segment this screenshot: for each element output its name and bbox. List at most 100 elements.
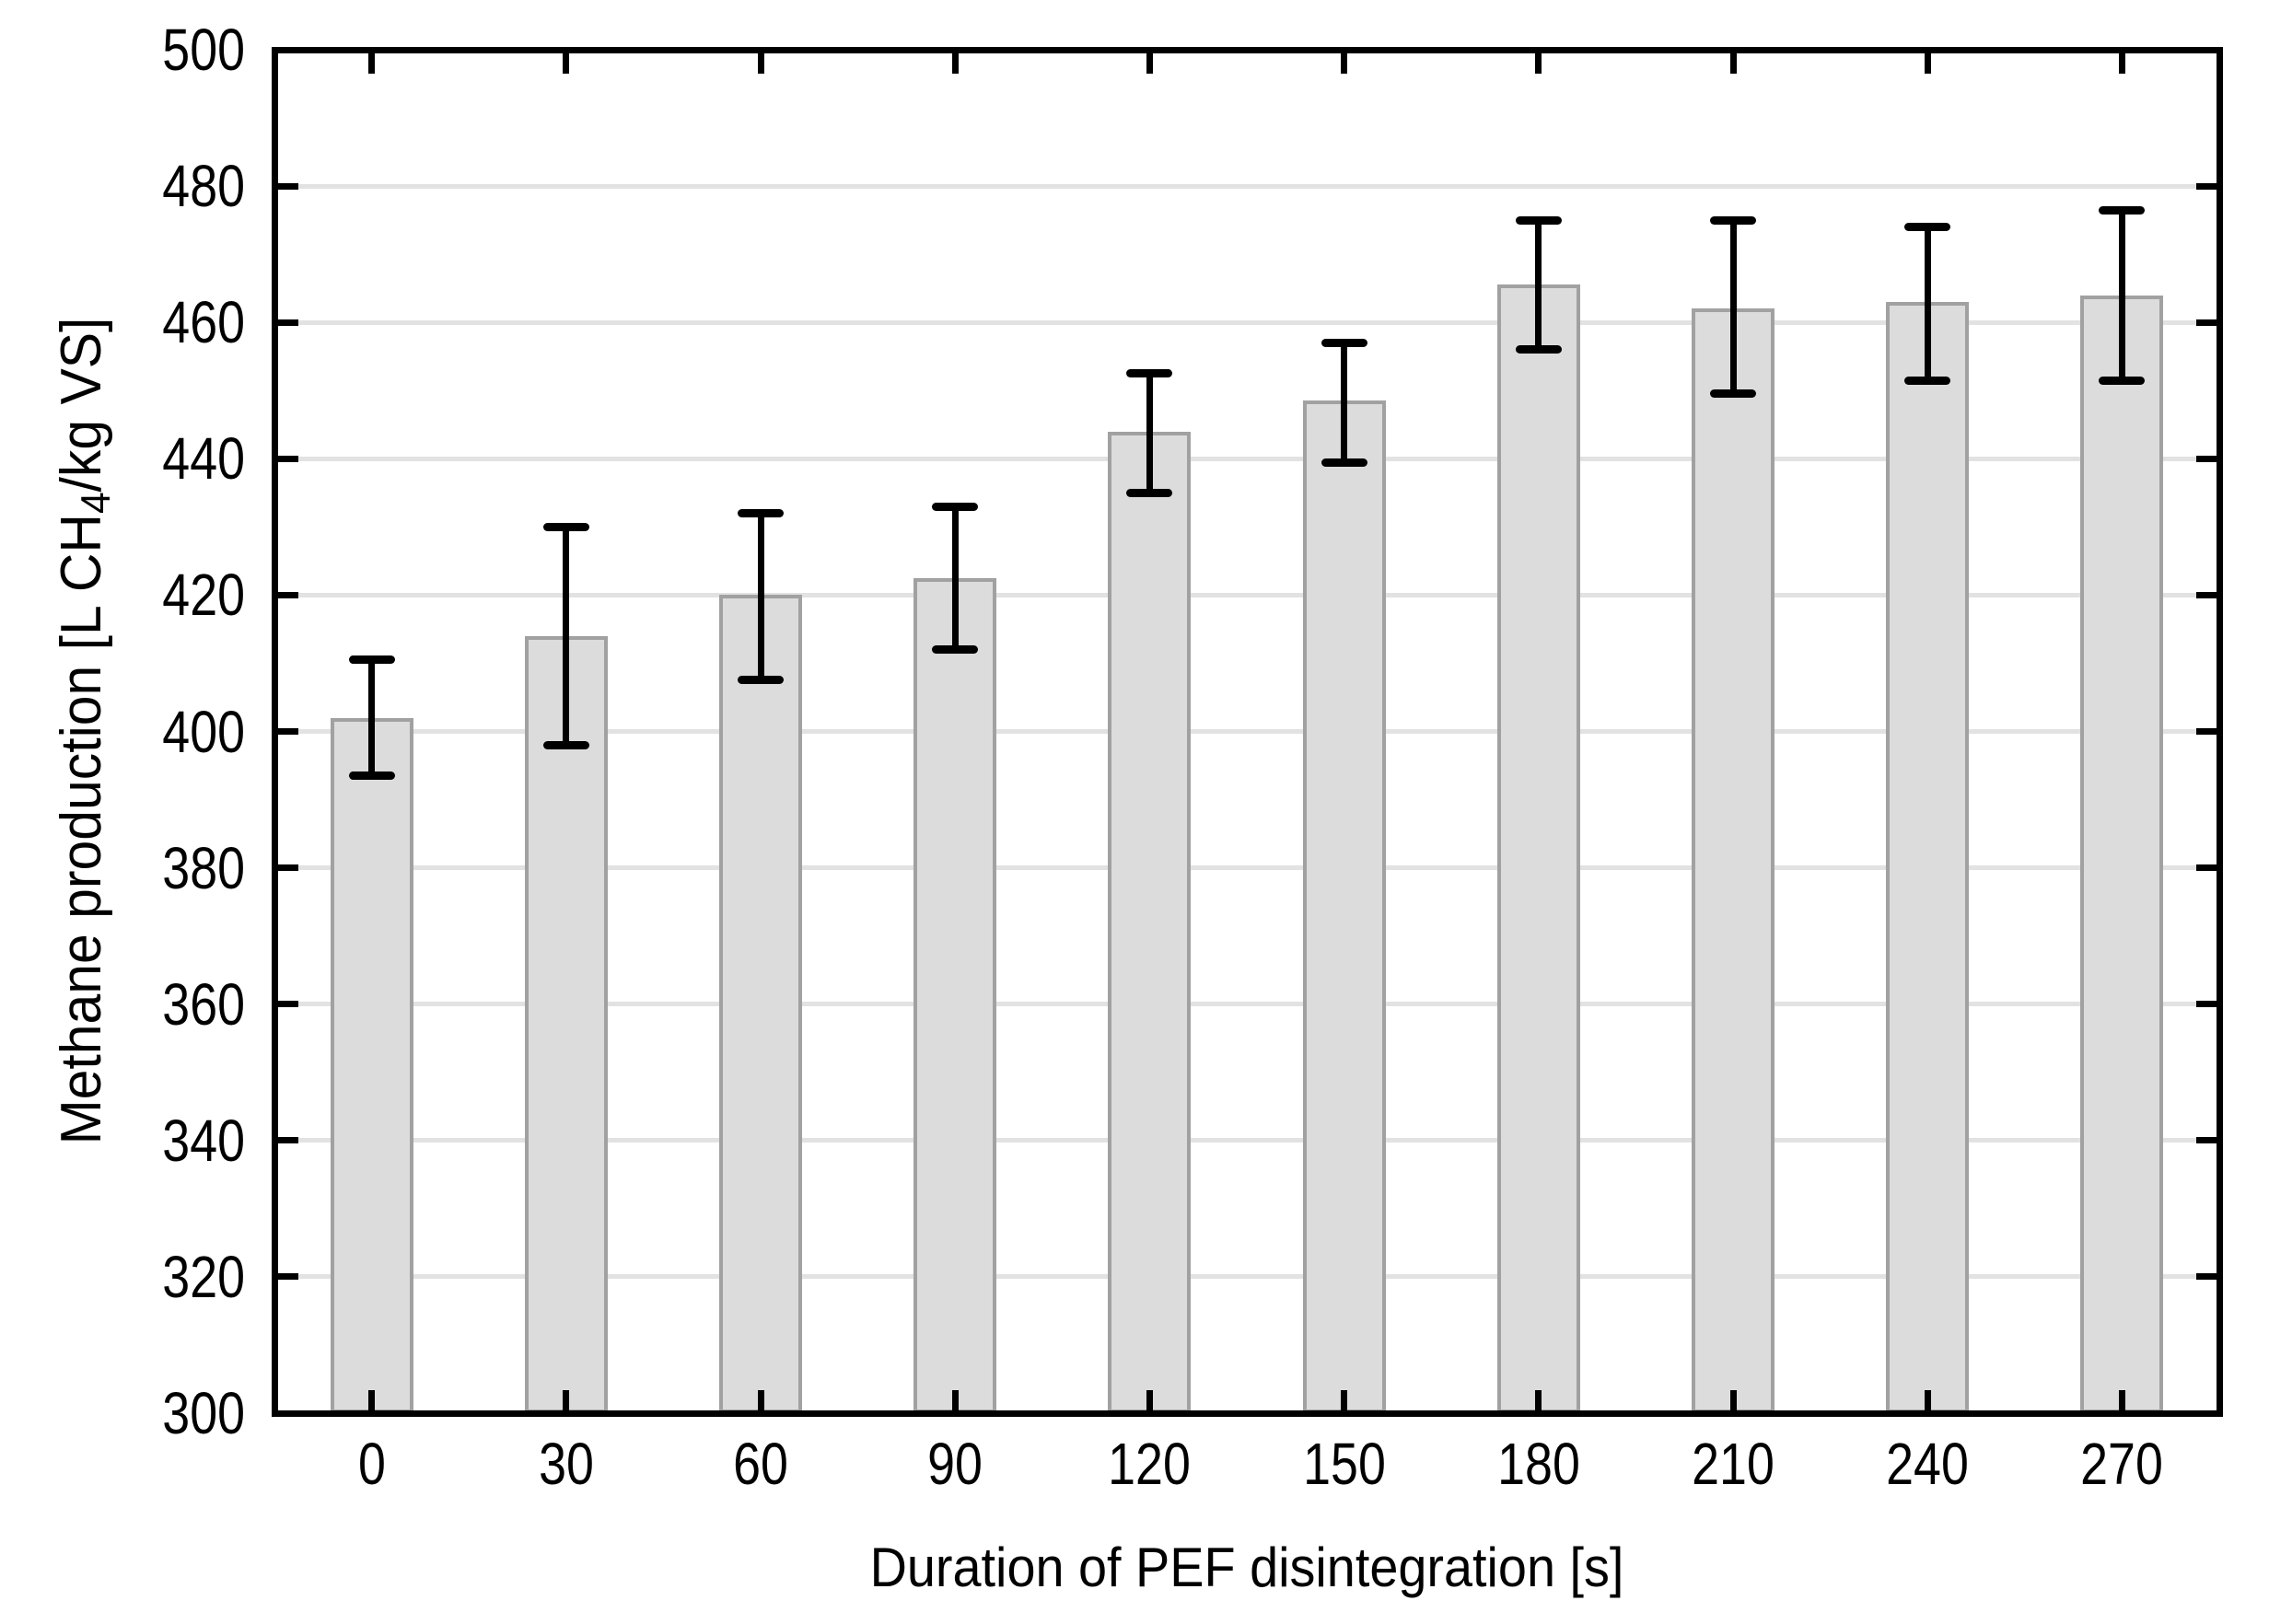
x-tick-bottom-0 bbox=[368, 1389, 376, 1410]
y-tick-label-440: 440 bbox=[162, 425, 245, 493]
y-tick-left-340 bbox=[277, 1137, 298, 1144]
x-tick-top-240 bbox=[1924, 52, 1931, 74]
error-bar-lower-cap-30 bbox=[542, 740, 589, 749]
error-bar-lower-cap-60 bbox=[738, 676, 784, 685]
bar-240 bbox=[1886, 301, 1970, 1413]
y-tick-right-380 bbox=[2195, 864, 2217, 872]
error-bar-lower-cap-210 bbox=[1710, 389, 1756, 399]
y-gridline-340 bbox=[277, 1138, 2217, 1143]
y-gridline-440 bbox=[277, 456, 2217, 461]
x-tick-label-270: 270 bbox=[2080, 1431, 2164, 1497]
x-tick-label-120: 120 bbox=[1108, 1431, 1192, 1497]
error-bar-lower-cap-180 bbox=[1515, 345, 1562, 354]
y-gridline-320 bbox=[277, 1274, 2217, 1280]
y-tick-label-480: 480 bbox=[162, 153, 245, 220]
y-tick-right-300 bbox=[2195, 1409, 2217, 1417]
y-tick-left-460 bbox=[277, 319, 298, 326]
x-tick-label-90: 90 bbox=[927, 1431, 983, 1497]
y-tick-right-500 bbox=[2195, 46, 2217, 53]
error-bar-line-150 bbox=[1341, 342, 1348, 462]
error-bar-lower-cap-150 bbox=[1321, 458, 1367, 467]
x-tick-bottom-90 bbox=[951, 1389, 959, 1410]
x-tick-top-120 bbox=[1146, 52, 1153, 74]
x-tick-label-180: 180 bbox=[1496, 1431, 1580, 1497]
x-tick-label-210: 210 bbox=[1692, 1431, 1774, 1497]
y-tick-right-320 bbox=[2195, 1273, 2217, 1281]
error-bar-upper-cap-120 bbox=[1126, 369, 1173, 378]
y-tick-left-500 bbox=[277, 46, 298, 53]
y-tick-left-480 bbox=[277, 182, 298, 190]
error-bar-upper-cap-180 bbox=[1515, 215, 1562, 225]
y-tick-left-440 bbox=[277, 455, 298, 462]
x-tick-top-210 bbox=[1729, 52, 1737, 74]
y-tick-label-460: 460 bbox=[162, 289, 245, 356]
error-bar-lower-cap-0 bbox=[348, 771, 395, 781]
bar-150 bbox=[1302, 400, 1386, 1413]
y-tick-label-340: 340 bbox=[162, 1107, 245, 1174]
y-tick-left-420 bbox=[277, 591, 298, 598]
x-tick-bottom-60 bbox=[757, 1389, 764, 1410]
y-gridline-380 bbox=[277, 865, 2217, 871]
x-tick-label-240: 240 bbox=[1886, 1431, 1970, 1497]
y-axis-title-subscript: 4 bbox=[73, 492, 119, 515]
plot-border bbox=[271, 46, 2223, 1417]
x-tick-bottom-270 bbox=[2118, 1389, 2125, 1410]
y-tick-right-460 bbox=[2195, 319, 2217, 326]
x-tick-bottom-210 bbox=[1729, 1389, 1737, 1410]
error-bar-line-210 bbox=[1729, 220, 1737, 394]
error-bar-line-120 bbox=[1146, 373, 1153, 493]
error-bar-lower-cap-120 bbox=[1126, 488, 1173, 497]
y-gridline-420 bbox=[277, 592, 2217, 597]
x-tick-top-60 bbox=[757, 52, 764, 74]
y-tick-label-500: 500 bbox=[162, 17, 245, 83]
x-tick-bottom-150 bbox=[1341, 1389, 1348, 1410]
x-tick-label-60: 60 bbox=[733, 1431, 788, 1497]
y-tick-left-300 bbox=[277, 1409, 298, 1417]
x-tick-label-150: 150 bbox=[1302, 1431, 1386, 1497]
y-tick-left-320 bbox=[277, 1273, 298, 1281]
x-tick-bottom-240 bbox=[1924, 1389, 1931, 1410]
bar-0 bbox=[330, 717, 413, 1413]
error-bar-upper-cap-0 bbox=[348, 655, 395, 665]
x-tick-label-0: 0 bbox=[357, 1431, 386, 1497]
y-tick-right-400 bbox=[2195, 728, 2217, 735]
x-tick-top-30 bbox=[563, 52, 570, 74]
error-bar-line-30 bbox=[563, 527, 570, 746]
error-bar-lower-cap-270 bbox=[2099, 376, 2146, 385]
x-tick-top-90 bbox=[951, 52, 959, 74]
bar-60 bbox=[719, 595, 802, 1413]
error-bar-lower-cap-90 bbox=[932, 645, 979, 655]
y-tick-label-360: 360 bbox=[162, 970, 245, 1038]
error-bar-line-60 bbox=[757, 513, 764, 680]
bar-120 bbox=[1108, 431, 1192, 1413]
x-tick-bottom-180 bbox=[1535, 1389, 1542, 1410]
y-tick-right-360 bbox=[2195, 1001, 2217, 1008]
y-tick-label-420: 420 bbox=[162, 562, 245, 629]
error-bar-line-240 bbox=[1924, 226, 1931, 381]
y-tick-right-480 bbox=[2195, 182, 2217, 190]
y-tick-right-420 bbox=[2195, 591, 2217, 598]
x-tick-bottom-120 bbox=[1146, 1389, 1153, 1410]
error-bar-upper-cap-210 bbox=[1710, 215, 1756, 225]
x-tick-top-270 bbox=[2118, 52, 2125, 74]
error-bar-upper-cap-150 bbox=[1321, 338, 1367, 347]
y-gridline-480 bbox=[277, 183, 2217, 189]
y-tick-label-320: 320 bbox=[162, 1243, 245, 1310]
error-bar-lower-cap-240 bbox=[1904, 376, 1951, 385]
y-tick-label-300: 300 bbox=[162, 1380, 245, 1446]
x-tick-top-150 bbox=[1341, 52, 1348, 74]
bar-210 bbox=[1692, 308, 1774, 1413]
bar-90 bbox=[913, 577, 997, 1413]
error-bar-line-180 bbox=[1535, 220, 1542, 350]
error-bar-upper-cap-270 bbox=[2099, 205, 2146, 215]
y-tick-left-360 bbox=[277, 1001, 298, 1008]
y-tick-left-400 bbox=[277, 728, 298, 735]
x-tick-label-30: 30 bbox=[538, 1431, 594, 1497]
bar-180 bbox=[1496, 284, 1580, 1413]
y-tick-right-440 bbox=[2195, 455, 2217, 462]
x-axis-title: Duration of PEF disintegration [s] bbox=[869, 1537, 1624, 1598]
error-bar-line-0 bbox=[368, 659, 376, 776]
error-bar-upper-cap-30 bbox=[542, 522, 589, 531]
y-gridline-460 bbox=[277, 319, 2217, 325]
y-gridline-360 bbox=[277, 1002, 2217, 1007]
